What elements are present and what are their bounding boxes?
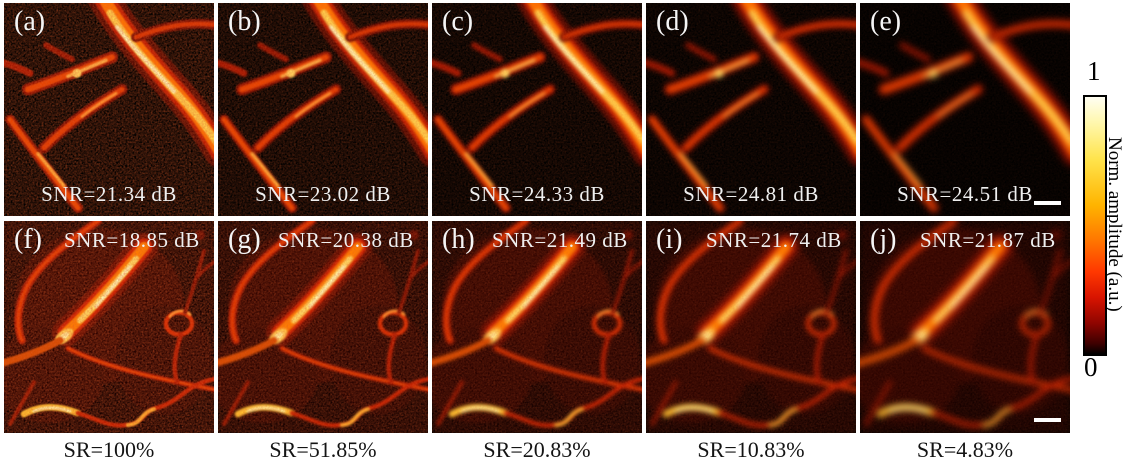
panel-b: (b) SNR=23.02 dB (218, 3, 428, 216)
snr-label: SNR=21.87 dB (920, 228, 1056, 252)
panel-letter: (f) (14, 224, 42, 255)
sr-caption-2: SR=51.85% (269, 437, 377, 461)
scale-bar (1034, 201, 1061, 205)
snr-label: SNR=21.49 dB (492, 228, 628, 252)
vessel-image-e (860, 3, 1070, 216)
scale-bar (1034, 418, 1061, 422)
vessel-image-c (432, 3, 642, 216)
colorbar (1083, 95, 1107, 356)
sr-caption-5: SR=4.83% (916, 437, 1014, 461)
panel-letter: (d) (656, 6, 689, 37)
panel-letter: (b) (228, 6, 261, 37)
colorbar-max-tick: 1 (1087, 56, 1101, 86)
panel-e: (e) SNR=24.51 dB (860, 3, 1070, 216)
snr-label: SNR=24.33 dB (469, 182, 605, 206)
snr-label: SNR=23.02 dB (255, 182, 391, 206)
snr-label: SNR=18.85 dB (64, 228, 200, 252)
snr-label: SNR=21.34 dB (41, 182, 177, 206)
vessel-image-b (218, 3, 428, 216)
panel-letter: (g) (228, 224, 261, 255)
panel-f: (f) SNR=18.85 dB (4, 221, 214, 433)
vessel-image-h (432, 221, 642, 433)
panel-h: (h) SNR=21.49 dB (432, 221, 642, 433)
panel-g: (g) SNR=20.38 dB (218, 221, 428, 433)
sr-caption-1: SR=100% (63, 437, 155, 461)
vessel-image-f (4, 221, 214, 433)
vessel-image-j (860, 221, 1070, 433)
vessel-image-a (4, 3, 214, 216)
panel-d: (d) SNR=24.81 dB (646, 3, 856, 216)
colorbar-min-tick: 0 (1084, 352, 1098, 382)
vessel-image-d (646, 3, 856, 216)
sr-caption-3: SR=20.83% (483, 437, 591, 461)
panel-letter: (i) (656, 224, 683, 255)
snr-label: SNR=21.74 dB (706, 228, 842, 252)
panel-letter: (j) (870, 224, 897, 255)
panel-i: (i) SNR=21.74 dB (646, 221, 856, 433)
vessel-image-g (218, 221, 428, 433)
snr-label: SNR=24.81 dB (683, 182, 819, 206)
panel-c: (c) SNR=24.33 dB (432, 3, 642, 216)
panel-a: (a) SNR=21.34 dB (4, 3, 214, 216)
vessel-image-i (646, 221, 856, 433)
panel-j: (j) SNR=21.87 dB (860, 221, 1070, 433)
snr-label: SNR=20.38 dB (278, 228, 414, 252)
colorbar-axis-label: Norm. amplitude (a.u.) (1104, 136, 1125, 312)
panel-letter: (c) (442, 6, 474, 37)
panel-letter: (e) (870, 6, 902, 37)
snr-label: SNR=24.51 dB (897, 182, 1033, 206)
panel-letter: (h) (442, 224, 475, 255)
sr-caption-4: SR=10.83% (697, 437, 805, 461)
panel-letter: (a) (14, 6, 46, 37)
